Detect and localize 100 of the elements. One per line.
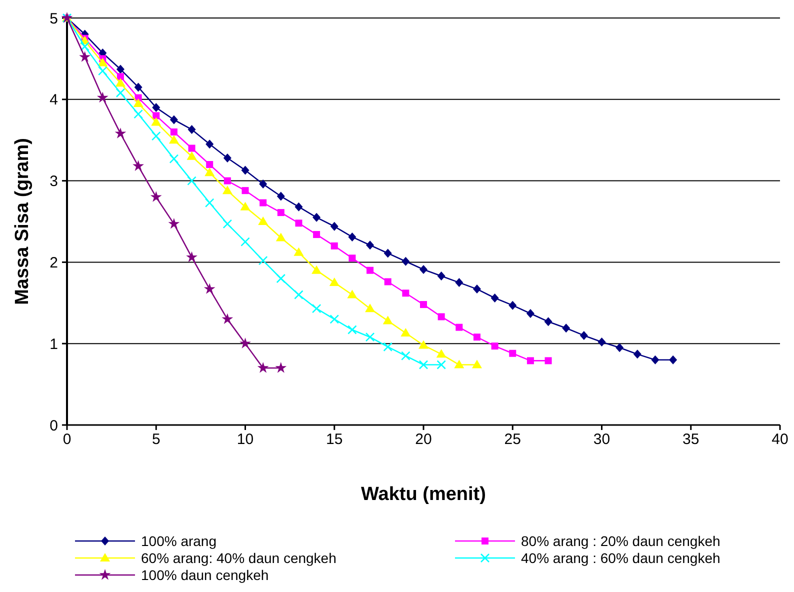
point [347, 290, 358, 298]
point [365, 304, 376, 312]
point [277, 209, 284, 216]
point [275, 362, 287, 373]
point [133, 98, 144, 107]
point [401, 351, 410, 360]
x-tick-label: 30 [593, 431, 610, 448]
point [276, 274, 286, 284]
y-tick-label: 4 [50, 92, 58, 109]
point [79, 51, 90, 62]
point [152, 112, 160, 120]
point [96, 92, 108, 103]
y-tick-label: 2 [50, 254, 58, 272]
point [420, 301, 427, 308]
point [222, 186, 232, 194]
point [508, 300, 517, 310]
point [223, 154, 232, 163]
point [418, 340, 428, 349]
legend-label: 100% daun cengkeh [141, 566, 269, 583]
point [490, 294, 499, 303]
legend-label: 40% arang : 60% daun cengkeh [521, 550, 720, 566]
x-tick-label: 25 [504, 431, 521, 448]
point [562, 324, 570, 333]
point [669, 355, 678, 364]
point [170, 115, 178, 124]
point [312, 265, 322, 274]
point [222, 219, 232, 229]
point [491, 342, 498, 350]
point [436, 349, 446, 358]
point [294, 290, 304, 300]
point [258, 256, 268, 266]
point [259, 180, 268, 189]
point [295, 220, 302, 227]
point [454, 360, 464, 368]
point [383, 342, 392, 352]
point [330, 314, 340, 324]
point [134, 82, 142, 92]
point [526, 357, 534, 364]
point [438, 313, 445, 320]
point [384, 248, 392, 258]
point [204, 168, 215, 176]
point [526, 308, 534, 318]
point [186, 151, 197, 160]
point [170, 128, 178, 136]
point [382, 316, 393, 324]
point [312, 304, 322, 314]
point [186, 251, 198, 262]
point [384, 278, 392, 286]
point [115, 78, 126, 87]
point [150, 191, 162, 202]
point [241, 166, 250, 175]
point [509, 350, 516, 357]
point [80, 42, 90, 52]
point [114, 128, 126, 138]
x-tick-label: 5 [152, 431, 160, 448]
point [151, 117, 162, 126]
point [294, 202, 303, 212]
point [366, 266, 374, 274]
point [437, 272, 446, 281]
point [294, 247, 304, 256]
point [276, 232, 286, 242]
point [348, 232, 356, 242]
point [276, 192, 285, 201]
point [473, 334, 480, 341]
point [188, 144, 196, 152]
y-tick-label: 0 [50, 417, 58, 434]
point [188, 125, 196, 134]
point [544, 317, 552, 326]
point [240, 202, 250, 210]
point [98, 66, 108, 76]
point [187, 176, 196, 186]
point [330, 242, 338, 250]
point [242, 187, 249, 194]
y-tick-label: 3 [50, 173, 58, 190]
point [402, 256, 410, 266]
point [240, 338, 251, 348]
point [312, 212, 321, 222]
point [400, 328, 411, 337]
point [420, 265, 428, 274]
point [168, 218, 180, 229]
y-tick-label: 5 [50, 10, 58, 28]
point [616, 343, 624, 352]
legend-label: 60% arang: 40% daun cengkeh [141, 550, 336, 566]
point [544, 357, 552, 364]
point [580, 330, 588, 340]
point [330, 222, 338, 231]
point [116, 73, 124, 80]
point [222, 313, 234, 324]
point [204, 283, 216, 294]
legend-label: 100% arang [141, 532, 217, 549]
point [240, 237, 250, 246]
x-tick-label: 20 [415, 431, 432, 448]
point [455, 278, 464, 288]
legend-label: 80% arang : 20% daun cengkeh [521, 532, 720, 549]
point [224, 177, 231, 184]
point [366, 240, 374, 250]
point [313, 231, 320, 238]
point [204, 198, 214, 208]
x-tick-label: 0 [62, 431, 72, 448]
point [98, 58, 108, 66]
